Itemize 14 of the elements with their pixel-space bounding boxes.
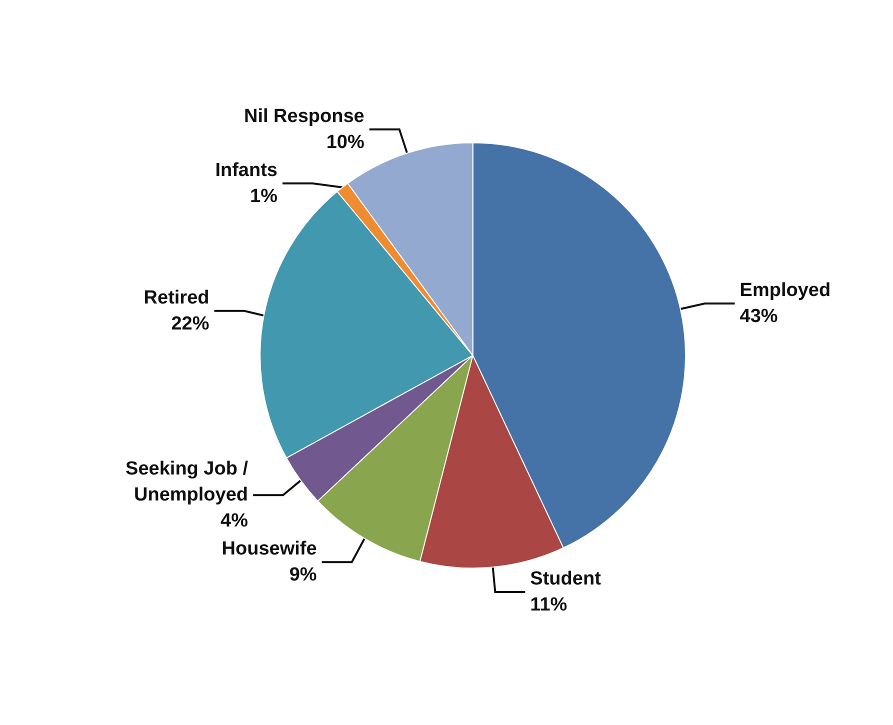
- data-label: 4%: [220, 510, 248, 532]
- data-label: 1%: [250, 186, 278, 207]
- data-label: 43%: [740, 306, 778, 328]
- slice-label: Infants: [215, 160, 278, 181]
- data-label: 9%: [289, 564, 317, 586]
- slice-label: Seeking Job / Unemployed: [126, 458, 249, 506]
- slice-label: Housewife: [222, 538, 317, 560]
- slice-label: Nil Response: [244, 106, 364, 127]
- data-label: 10%: [326, 132, 364, 153]
- data-label: 22%: [171, 313, 210, 334]
- slice-label: Student: [530, 568, 602, 590]
- slice-label: Employed: [740, 280, 831, 302]
- slice-label: Retired: [144, 287, 210, 308]
- data-label: 11%: [530, 594, 568, 616]
